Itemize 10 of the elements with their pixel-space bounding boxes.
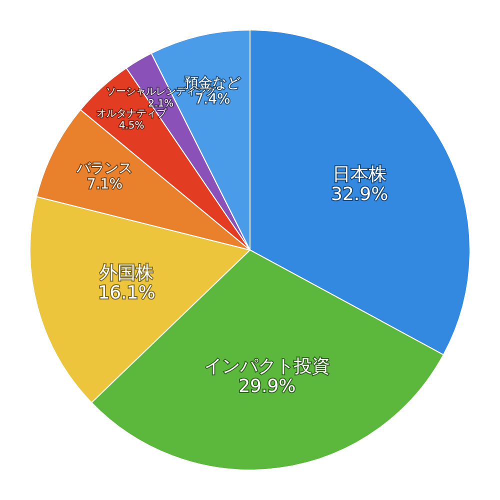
data-label: 32.9% <box>331 184 388 206</box>
slice-label: 外国株 <box>100 262 154 284</box>
data-label: 7.1% <box>86 176 122 193</box>
data-label: 16.1% <box>98 282 156 304</box>
data-label: 29.9% <box>238 376 296 397</box>
slice-label: バランス <box>76 160 133 177</box>
slice-label: インパクト投資 <box>204 356 330 377</box>
data-label: 4.5% <box>118 120 144 132</box>
slice-label: オルタナティブ <box>96 107 168 120</box>
slice-label: 日本株 <box>332 164 387 186</box>
